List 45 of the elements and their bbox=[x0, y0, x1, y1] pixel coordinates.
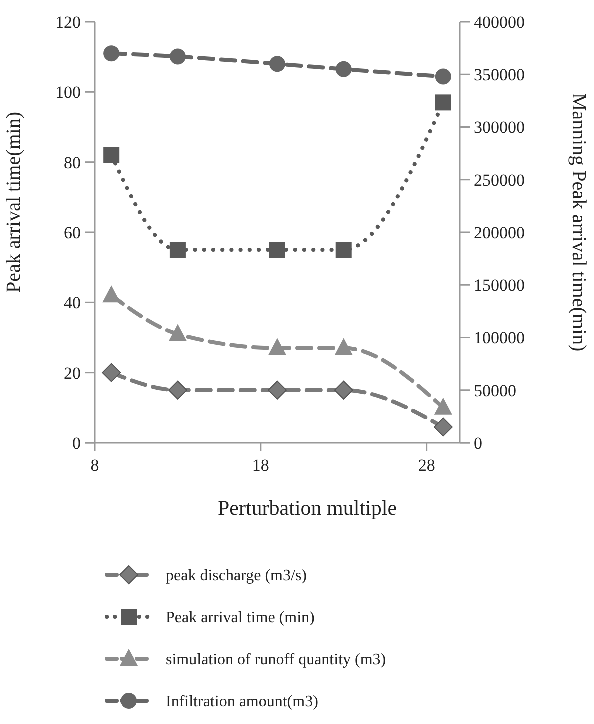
y2-axis-title: Manning Peak arrival time(min) bbox=[568, 93, 590, 352]
y-tick-label: 20 bbox=[64, 364, 81, 383]
point bbox=[268, 380, 287, 400]
x-tick-label: 28 bbox=[418, 456, 436, 475]
x-tick-label: 18 bbox=[252, 456, 270, 475]
y2-tick-label: 350000 bbox=[474, 66, 525, 85]
y-tick-label: 0 bbox=[72, 434, 81, 453]
y2-tick-label: 300000 bbox=[474, 118, 525, 138]
y2-tick-label: 200000 bbox=[474, 223, 525, 242]
point bbox=[270, 56, 286, 72]
y-tick-label: 80 bbox=[64, 153, 81, 172]
point bbox=[336, 242, 352, 258]
point bbox=[104, 46, 120, 62]
point bbox=[434, 418, 453, 437]
y-tick-label: 100 bbox=[56, 83, 81, 102]
y2-tick-label: 100000 bbox=[474, 328, 525, 348]
point bbox=[102, 363, 122, 382]
point bbox=[435, 68, 452, 85]
legend-label: Infiltration amount(m3) bbox=[166, 694, 318, 711]
point bbox=[170, 48, 186, 65]
y-tick-label: 40 bbox=[64, 294, 81, 313]
x-axis-title: Perturbation multiple bbox=[218, 496, 398, 520]
y-tick-label: 120 bbox=[56, 12, 81, 32]
y-axis-title: Peak arrival time(min) bbox=[3, 112, 25, 294]
point bbox=[336, 61, 352, 78]
y2-tick-label: 250000 bbox=[474, 170, 525, 190]
point bbox=[270, 242, 286, 258]
point bbox=[170, 242, 186, 258]
x-tick-label: 8 bbox=[90, 456, 100, 475]
point bbox=[434, 398, 452, 415]
legend-label: Peak arrival time (min) bbox=[166, 610, 315, 627]
point bbox=[334, 380, 354, 400]
point bbox=[268, 338, 286, 356]
point bbox=[435, 94, 452, 111]
y2-tick-label: 0 bbox=[474, 434, 482, 453]
y2-tick-label: 400000 bbox=[474, 12, 525, 32]
y2-tick-label: 50000 bbox=[474, 381, 516, 400]
legend-label: simulation of runoff quantity (m3) bbox=[166, 652, 386, 669]
y-tick-label: 60 bbox=[64, 223, 81, 242]
point bbox=[104, 147, 120, 164]
point bbox=[334, 338, 353, 356]
legend-label: peak discharge (m3/s) bbox=[166, 568, 307, 585]
point bbox=[168, 380, 188, 400]
point bbox=[168, 324, 187, 342]
y2-tick-label: 150000 bbox=[474, 276, 525, 296]
